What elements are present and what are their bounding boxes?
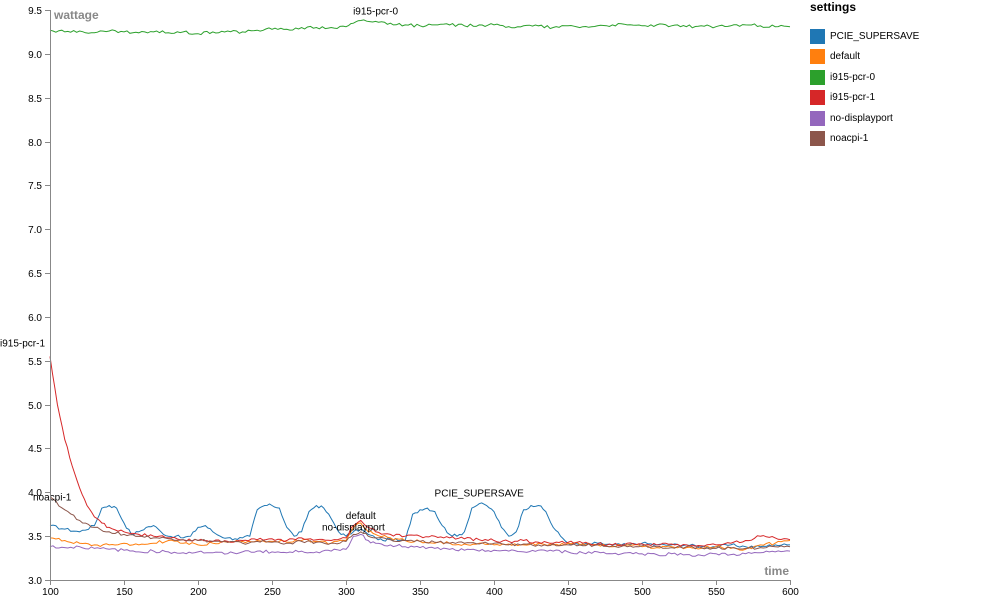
legend-item-i915-pcr-0[interactable]: i915-pcr-0 (810, 67, 1000, 88)
x-tick-label: 150 (116, 587, 133, 598)
legend-swatch (810, 49, 825, 65)
x-tick: 500 (634, 580, 651, 598)
legend-swatch (810, 131, 825, 147)
x-tick: 400 (486, 580, 503, 598)
series-line-i915-pcr-0 (49, 19, 791, 36)
y-tick-label: 8.5 (28, 94, 42, 105)
x-tick-label: 450 (560, 587, 577, 598)
series-label-no-displayport: no-displayport (322, 522, 385, 533)
chart-axes: 3.0 3.5 4.0 4.5 5.0 5.5 6.0 6.5 7.0 7.5 8.0 8.5 9.0 9… (28, 6, 799, 598)
y-tick: 6.5 (28, 269, 50, 280)
x-tick: 300 (338, 580, 355, 598)
y-tick: 9.5 (28, 6, 50, 17)
legend-item-i915-pcr-1[interactable]: i915-pcr-1 (810, 88, 1000, 109)
x-tick: 450 (560, 580, 577, 598)
legend-swatch (810, 69, 825, 85)
y-tick-label: 9.5 (28, 6, 42, 17)
y-tick-label: 6.0 (28, 313, 42, 324)
y-tick: 8.5 (28, 94, 50, 105)
x-tick: 200 (190, 580, 207, 598)
series-line-noacpi-1 (49, 496, 791, 550)
y-tick-label: 3.0 (28, 576, 42, 587)
x-tick-label: 350 (412, 587, 429, 598)
x-tick: 550 (708, 580, 725, 598)
x-tick-label: 550 (708, 587, 725, 598)
y-tick-label: 3.5 (28, 532, 42, 543)
x-axis-title: time (764, 564, 789, 578)
legend-label: default (830, 51, 861, 63)
y-tick-label: 6.5 (28, 269, 42, 280)
y-tick-label: 7.0 (28, 225, 42, 236)
y-tick: 7.0 (28, 225, 50, 236)
legend-item-noacpi-1[interactable]: noacpi-1 (810, 129, 1000, 150)
y-tick: 5.0 (28, 401, 50, 412)
y-tick: 9.0 (28, 50, 50, 61)
x-tick-label: 600 (782, 587, 799, 598)
y-tick: 6.0 (28, 313, 50, 324)
legend-item-default[interactable]: default (810, 47, 1000, 68)
x-tick-label: 100 (42, 587, 59, 598)
legend-title: settings (810, 0, 857, 14)
legend-label: noacpi-1 (830, 133, 869, 145)
series-line-default (49, 522, 791, 551)
x-tick: 250 (264, 580, 281, 598)
legend-item-no-displayport[interactable]: no-displayport (810, 108, 1000, 129)
series-label-i915-pcr-1: i915-pcr-1 (0, 338, 45, 349)
legend-label: PCIE_SUPERSAVE (830, 30, 920, 42)
legend-label: no-displayport (830, 112, 893, 124)
y-tick-label: 5.5 (28, 357, 42, 368)
series-label-i915-pcr-0: i915-pcr-0 (353, 7, 398, 18)
y-tick-label: 7.5 (28, 181, 42, 192)
x-tick: 350 (412, 580, 429, 598)
x-tick: 600 (782, 580, 799, 598)
legend-swatch (810, 28, 825, 44)
legend-label: i915-pcr-0 (830, 71, 876, 83)
chart-series (49, 19, 791, 557)
series-label-default: default (346, 511, 376, 522)
series-label-noacpi-1: noacpi-1 (33, 493, 72, 504)
x-tick-label: 300 (338, 587, 355, 598)
series-line-no-displayport (49, 533, 791, 557)
x-tick: 100 (42, 580, 59, 598)
legend-item-PCIE_SUPERSAVE[interactable]: PCIE_SUPERSAVE (810, 26, 1000, 47)
y-tick: 7.5 (28, 181, 50, 192)
y-tick-label: 4.5 (28, 444, 42, 455)
y-tick: 4.5 (28, 444, 50, 455)
y-tick-label: 4.0 (28, 488, 42, 499)
x-tick: 150 (116, 580, 133, 598)
y-tick-label: 9.0 (28, 50, 42, 61)
y-tick: 4.0 (28, 488, 50, 499)
legend-swatch (810, 110, 825, 126)
series-line-i915-pcr-1 (49, 356, 791, 547)
x-tick-label: 500 (634, 587, 651, 598)
y-tick-label: 5.0 (28, 401, 42, 412)
y-tick: 8.0 (28, 138, 50, 149)
x-tick-label: 250 (264, 587, 281, 598)
x-tick-label: 400 (486, 587, 503, 598)
legend-label: i915-pcr-1 (830, 92, 876, 104)
y-tick: 5.5 (28, 357, 50, 368)
y-axis-title: wattage (53, 8, 99, 22)
series-label-PCIE_SUPERSAVE: PCIE_SUPERSAVE (435, 489, 525, 500)
x-tick-label: 200 (190, 587, 207, 598)
y-tick: 3.5 (28, 532, 50, 543)
legend-swatch (810, 90, 825, 106)
y-tick-label: 8.0 (28, 138, 42, 149)
y-tick: 3.0 (28, 576, 50, 587)
